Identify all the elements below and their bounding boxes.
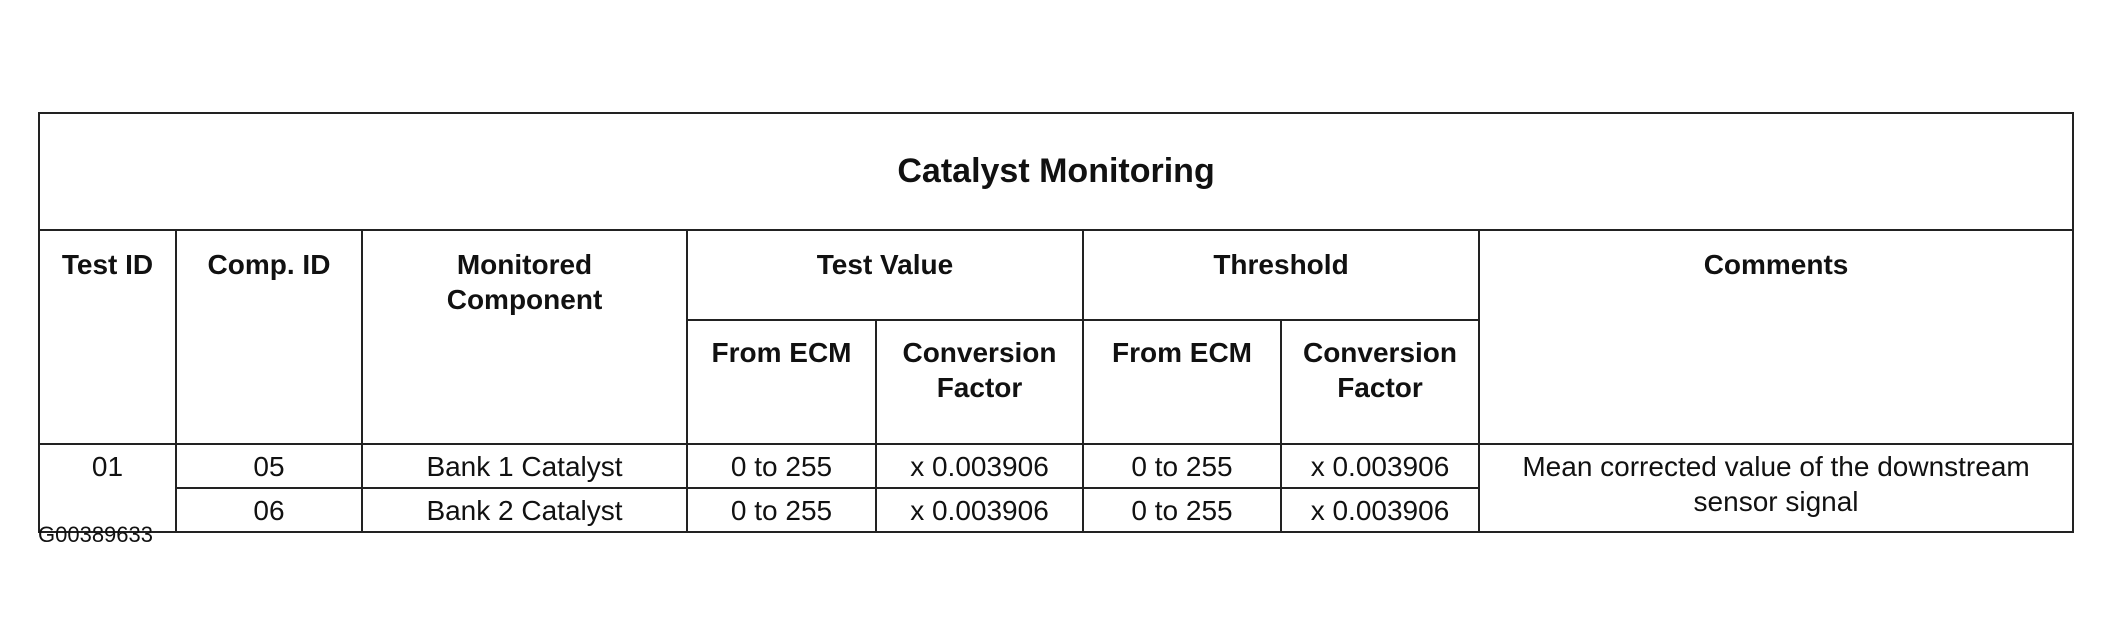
table-title: Catalyst Monitoring	[37, 112, 2075, 231]
cell: 06	[175, 487, 363, 533]
subheader-cell: From ECM	[686, 319, 877, 445]
cell: 01	[38, 443, 177, 533]
subheader-cell: From ECM	[1082, 319, 1282, 445]
catalyst-table: Catalyst Monitoring Test ID Comp. ID Mon…	[37, 112, 2075, 533]
cell: Bank 2 Catalyst	[361, 487, 688, 533]
cell: Bank 1 Catalyst	[361, 443, 688, 489]
cell: 05	[175, 443, 363, 489]
header-cell: Test Value	[686, 229, 1084, 321]
cell: 0 to 255	[686, 443, 877, 489]
cell: 0 to 255	[686, 487, 877, 533]
cell: x 0.003906	[875, 487, 1084, 533]
subheader-cell: Conversion Factor	[1280, 319, 1480, 445]
subheader-cell: Conversion Factor	[875, 319, 1084, 445]
cell: 0 to 255	[1082, 443, 1282, 489]
subheader-text: Conversion Factor	[1302, 337, 1458, 403]
cell: 0 to 255	[1082, 487, 1282, 533]
header-cell: Monitored Component	[361, 229, 688, 445]
comment-text: Mean corrected value of the downstream s…	[1522, 451, 2030, 517]
figure-id: G00389633	[38, 522, 153, 547]
cell: x 0.003906	[1280, 443, 1480, 489]
header-cell: Threshold	[1082, 229, 1480, 321]
header-cell: Test ID	[38, 229, 177, 445]
header-cell: Comments	[1477, 229, 2075, 445]
header-text: Monitored Component	[446, 249, 603, 315]
cell: x 0.003906	[875, 443, 1084, 489]
header-cell: Comp. ID	[175, 229, 363, 445]
comment-cell: Mean corrected value of the downstream s…	[1477, 443, 2075, 533]
subheader-text: Conversion Factor	[902, 337, 1057, 403]
cell: x 0.003906	[1280, 487, 1480, 533]
